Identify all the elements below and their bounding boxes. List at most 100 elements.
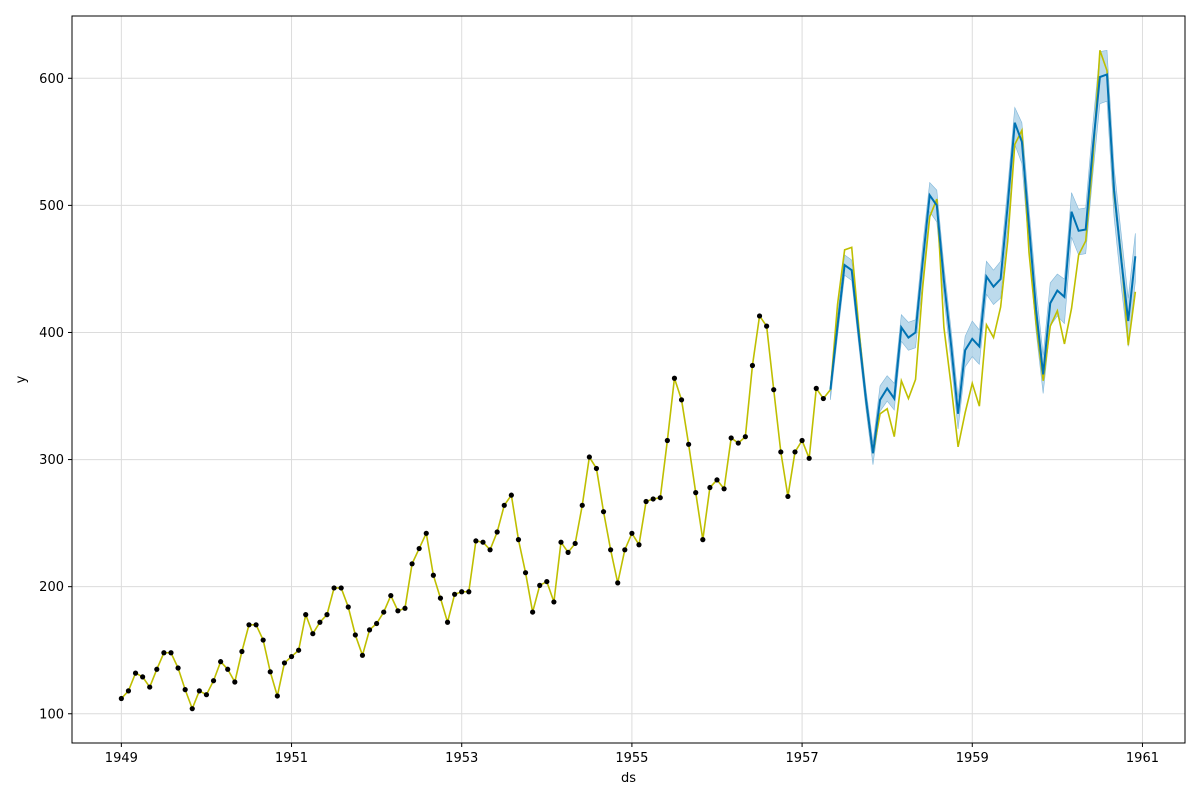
observed-point <box>813 385 819 391</box>
observed-point <box>225 666 231 672</box>
observed-point <box>239 648 245 655</box>
observed-point <box>466 589 472 595</box>
observed-point <box>182 687 188 693</box>
observed-point <box>452 591 458 597</box>
observed-point <box>395 608 401 614</box>
observed-point <box>416 545 422 552</box>
observed-point <box>721 486 727 492</box>
x-tick-label: 1961 <box>1126 751 1159 766</box>
observed-point <box>310 631 316 637</box>
observed-point <box>572 540 578 547</box>
observed-point <box>643 498 649 505</box>
observed-point <box>253 622 259 628</box>
observed-point <box>522 570 529 576</box>
observed-point <box>586 454 592 460</box>
observed-point <box>487 547 493 553</box>
observed-point <box>296 647 302 653</box>
observed-point <box>281 660 288 666</box>
observed-point <box>459 589 465 595</box>
observed-point <box>749 362 756 369</box>
observed-point <box>735 440 741 446</box>
observed-point <box>288 653 295 660</box>
y-tick-label: 100 <box>39 707 64 722</box>
observed-point <box>678 397 685 403</box>
observed-point <box>444 619 451 625</box>
observed-point <box>274 693 280 699</box>
y-tick-label: 200 <box>39 580 64 595</box>
observed-point <box>537 582 543 589</box>
x-tick-label: 1959 <box>956 751 989 766</box>
observed-point <box>820 395 826 402</box>
observed-point <box>664 437 670 444</box>
observed-point <box>366 627 373 633</box>
observed-point <box>700 537 706 543</box>
x-tick-label: 1949 <box>105 751 138 766</box>
x-tick-label: 1955 <box>615 751 648 766</box>
observed-point <box>636 542 642 548</box>
observed-point <box>430 572 436 578</box>
observed-point <box>792 449 798 455</box>
grid-lines <box>72 16 1185 743</box>
observed-point <box>175 665 181 671</box>
observed-point <box>140 674 146 680</box>
observed-point <box>381 609 387 615</box>
observed-point <box>544 578 550 585</box>
y-tick-label: 500 <box>39 199 64 214</box>
observed-point <box>189 706 195 712</box>
observed-point <box>218 659 224 665</box>
observed-point <box>686 441 692 447</box>
observed-point <box>352 632 358 638</box>
observed-point <box>579 502 585 508</box>
observed-point <box>593 465 600 472</box>
observed-point <box>125 688 132 694</box>
observed-point <box>409 561 415 567</box>
forecast-line <box>829 73 1137 454</box>
observed-point <box>317 619 323 625</box>
observed-point <box>515 537 522 543</box>
observed-point <box>473 538 479 544</box>
observed-point <box>615 580 621 586</box>
y-axis-label: y <box>14 375 29 383</box>
observed-point <box>629 530 635 536</box>
observed-point <box>657 495 663 501</box>
observed-point <box>771 387 777 393</box>
observed-point <box>345 604 351 610</box>
observed-point <box>388 592 394 599</box>
observed-point <box>359 652 366 658</box>
observed-point <box>622 547 628 553</box>
observed-point <box>267 669 273 675</box>
observed-point <box>232 679 238 685</box>
observed-point <box>785 493 791 500</box>
observed-point <box>608 547 614 553</box>
observed-point <box>714 477 720 483</box>
x-tick-label: 1951 <box>275 751 308 766</box>
observed-point <box>324 612 330 618</box>
observed-point <box>494 529 500 535</box>
observed-points <box>118 313 826 712</box>
observed-point <box>565 549 571 555</box>
observed-point <box>260 637 266 643</box>
observed-point <box>558 539 564 545</box>
observed-point <box>551 599 557 605</box>
fitted-series <box>120 50 1137 711</box>
x-axis-label: ds <box>621 771 636 786</box>
observed-point <box>778 449 784 455</box>
observed-point <box>338 585 344 591</box>
plot-area-frame <box>71 15 1186 744</box>
observed-point <box>331 585 337 591</box>
observed-point <box>650 496 656 502</box>
observed-point <box>437 595 444 601</box>
observed-point <box>154 666 160 672</box>
observed-point <box>742 434 748 440</box>
observed-point <box>210 678 217 684</box>
observed-point <box>303 612 309 618</box>
observed-point <box>132 670 139 676</box>
observed-point <box>693 490 699 496</box>
uncertainty-band <box>830 49 1136 465</box>
observed-point <box>728 435 734 441</box>
observed-point <box>168 650 174 656</box>
observed-point <box>374 620 380 627</box>
x-tick-label: 1957 <box>786 751 819 766</box>
observed-point <box>600 509 607 515</box>
